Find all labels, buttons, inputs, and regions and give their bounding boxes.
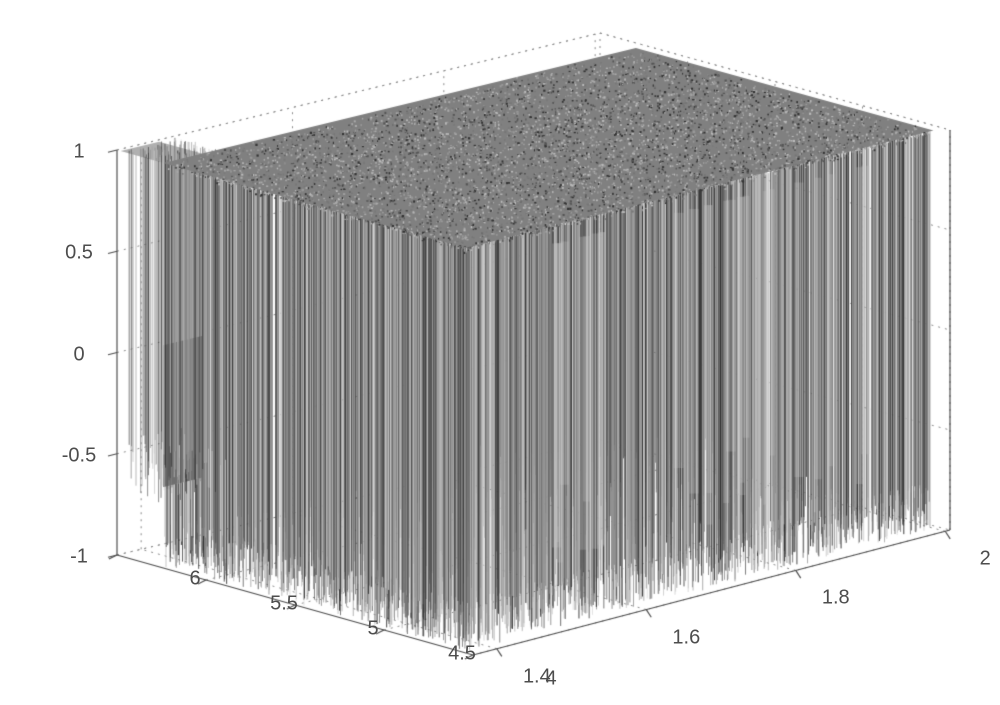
right-axis-tick-label: 1.8 <box>822 587 850 610</box>
surface-plot-3d <box>0 0 1000 705</box>
z-axis-tick-label: -1 <box>70 546 88 569</box>
right-axis-tick-label: 1.4 <box>523 665 551 688</box>
left-axis-tick-label: 6 <box>189 568 200 591</box>
left-axis-tick-label: 4.5 <box>448 643 476 666</box>
left-axis-tick-label: 5 <box>367 618 378 641</box>
z-axis-tick-label: 0 <box>73 343 84 366</box>
z-axis-tick-label: 0.5 <box>65 242 93 265</box>
right-axis-tick-label: 1.6 <box>672 626 700 649</box>
left-axis-tick-label: 5.5 <box>270 593 298 616</box>
right-axis-tick-label: 2 <box>980 548 991 571</box>
z-axis-tick-label: 1 <box>73 141 84 164</box>
z-axis-tick-label: -0.5 <box>62 444 96 467</box>
